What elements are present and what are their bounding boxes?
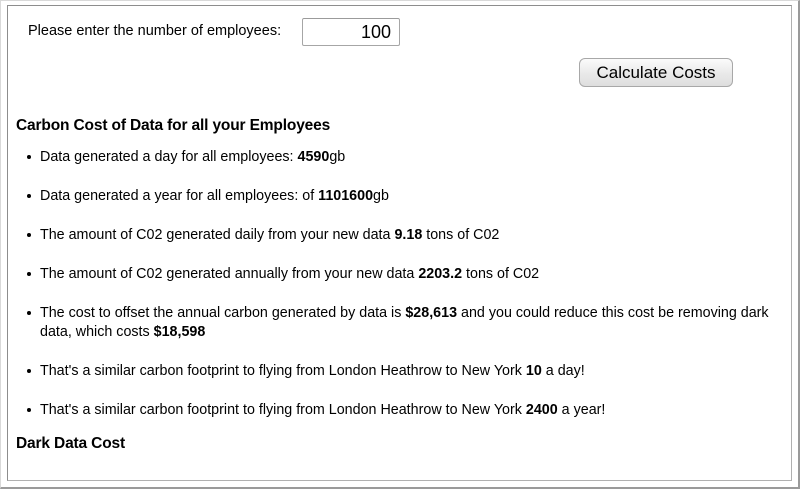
result-item-text: That's a similar carbon footprint to fly… bbox=[40, 363, 585, 379]
result-item-value: 2400 bbox=[525, 402, 558, 418]
result-item: The amount of C02 generated annually fro… bbox=[27, 265, 791, 284]
result-item-value: 4590 bbox=[297, 149, 330, 165]
result-item-prefix: The amount of C02 generated daily from y… bbox=[40, 227, 395, 243]
result-item-text: The cost to offset the annual carbon gen… bbox=[40, 305, 769, 340]
employee-count-label: Please enter the number of employees: bbox=[28, 23, 282, 39]
result-item-prefix: Data generated a day for all employees: bbox=[40, 149, 298, 165]
result-item-text: That's a similar carbon footprint to fly… bbox=[40, 402, 605, 418]
employee-form-row: Please enter the number of employees: bbox=[8, 14, 791, 48]
result-item-secondary-value: $18,598 bbox=[153, 324, 206, 340]
result-item-suffix: a year! bbox=[557, 402, 606, 418]
result-item-prefix: The cost to offset the annual carbon gen… bbox=[40, 305, 406, 321]
result-item-text: Data generated a day for all employees: … bbox=[40, 149, 345, 165]
results-list: Data generated a day for all employees: … bbox=[8, 148, 791, 440]
window-content-frame: Please enter the number of employees: Ca… bbox=[7, 5, 792, 481]
result-item-suffix: gb bbox=[329, 149, 346, 165]
result-item-prefix: Data generated a year for all employees:… bbox=[40, 188, 319, 204]
result-item-suffix: tons of C02 bbox=[422, 227, 500, 243]
result-item: Data generated a day for all employees: … bbox=[27, 148, 791, 167]
result-item-prefix: That's a similar carbon footprint to fly… bbox=[40, 363, 526, 379]
result-item: That's a similar carbon footprint to fly… bbox=[27, 362, 791, 381]
result-item: The cost to offset the annual carbon gen… bbox=[27, 304, 791, 342]
dark-data-cost-heading: Dark Data Cost bbox=[16, 435, 126, 452]
result-item-value: 1101600 bbox=[318, 188, 374, 204]
employee-count-input[interactable] bbox=[302, 18, 400, 46]
calculate-costs-button[interactable]: Calculate Costs bbox=[579, 58, 733, 87]
result-item-suffix: and you could reduce this cost be removi… bbox=[40, 305, 769, 340]
result-item-prefix: The amount of C02 generated annually fro… bbox=[40, 266, 419, 282]
results-content: Carbon Cost of Data for all your Employe… bbox=[8, 102, 791, 480]
result-item-value: 9.18 bbox=[394, 227, 423, 243]
result-item-suffix: tons of C02 bbox=[462, 266, 540, 282]
result-item-value: $28,613 bbox=[405, 305, 458, 321]
result-item-suffix: gb bbox=[373, 188, 389, 204]
result-item: Data generated a year for all employees:… bbox=[27, 187, 791, 206]
result-item-value: 10 bbox=[525, 363, 542, 379]
carbon-cost-heading: Carbon Cost of Data for all your Employe… bbox=[16, 117, 331, 134]
result-item-value: 2203.2 bbox=[418, 266, 463, 282]
result-item: That's a similar carbon footprint to fly… bbox=[27, 401, 791, 420]
calculate-button-row: Calculate Costs bbox=[8, 56, 791, 90]
result-item-text: Data generated a year for all employees:… bbox=[40, 188, 389, 204]
result-item-text: The amount of C02 generated annually fro… bbox=[40, 266, 539, 282]
result-item-prefix: That's a similar carbon footprint to fly… bbox=[40, 402, 526, 418]
result-item: The amount of C02 generated daily from y… bbox=[27, 226, 791, 245]
result-item-suffix: a day! bbox=[541, 363, 585, 379]
result-item-text: The amount of C02 generated daily from y… bbox=[40, 227, 499, 243]
